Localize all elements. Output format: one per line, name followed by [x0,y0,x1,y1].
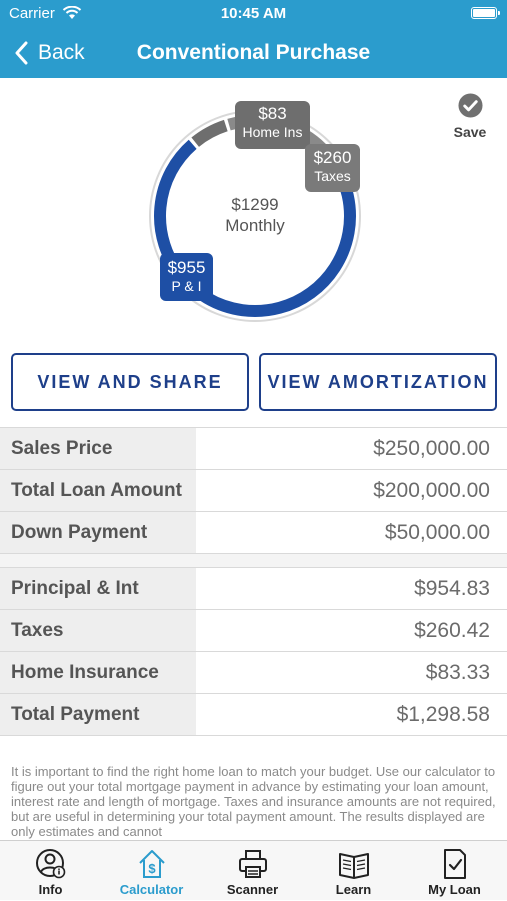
taxes-bubble-value: $260 [313,148,352,167]
view-and-share-button[interactable]: VIEW AND SHARE [11,353,249,411]
pi-bubble: $955 P & I [160,253,213,301]
back-button[interactable]: Back [14,38,85,68]
monthly-total-value: $1299 [231,195,279,214]
tab-calculator[interactable]: $ Calculator [101,841,202,901]
home-ins-bubble: $83 Home Ins [235,101,310,149]
row-label: Down Payment [0,512,196,553]
row-label: Sales Price [0,428,196,469]
table-row: Total Loan Amount $200,000.00 [0,470,507,512]
checkmark-circle-icon [457,93,483,118]
printer-icon [238,850,267,878]
table-row: Total Payment $1,298.58 [0,694,507,736]
tab-bar: Info $ Calculator Scanner Lea [0,840,507,900]
header: Carrier 10:45 AM Back Conventional Purch… [0,0,507,78]
row-value: $1,298.58 [396,702,490,726]
section-divider [0,554,507,567]
row-value: $50,000.00 [384,520,490,544]
document-check-icon [443,849,466,879]
info-user-icon [35,849,65,879]
view-amortization-button[interactable]: VIEW AMORTIZATION [259,353,497,411]
tab-my-loan[interactable]: My Loan [404,841,505,901]
payment-breakdown-table: Principal & Int $954.83 Taxes $260.42 Ho… [0,567,507,736]
taxes-bubble: $260 Taxes [305,144,360,192]
tab-learn[interactable]: Learn [303,841,404,901]
row-label: Principal & Int [0,568,196,609]
home-ins-bubble-value: $83 [258,104,287,123]
tab-scanner[interactable]: Scanner [202,841,303,901]
row-value: $260.42 [414,618,490,642]
tab-label: Calculator [119,882,184,897]
tab-label: Learn [335,882,372,897]
table-row: Down Payment $50,000.00 [0,512,507,554]
clock: 10:45 AM [220,5,287,22]
row-label: Total Loan Amount [0,470,196,511]
row-value: $250,000.00 [373,436,490,460]
loan-summary-table: Sales Price $250,000.00 Total Loan Amoun… [0,427,507,554]
disclaimer-text: It is important to find the right home l… [11,764,496,839]
save-label: Save [453,124,487,140]
row-value: $83.33 [425,660,490,684]
table-row: Sales Price $250,000.00 [0,428,507,470]
payment-chart: $1299 Monthly $83 Home Ins $260 Taxes $9… [130,96,380,326]
table-row: Taxes $260.42 [0,610,507,652]
table-row: Principal & Int $954.83 [0,568,507,610]
chart-slice-p-i [154,139,356,317]
back-label: Back [38,41,85,64]
calculator-house-icon: $ [138,850,165,878]
carrier-label: Carrier [9,5,55,22]
chart-slice-home-ins [191,119,228,147]
chart-center-label: $1299 Monthly [205,194,305,236]
pi-bubble-value: $955 [167,258,206,277]
row-label: Taxes [0,610,196,651]
status-bar: Carrier 10:45 AM [0,0,507,28]
wifi-icon [62,6,82,19]
monthly-label: Monthly [225,216,285,235]
book-icon [338,853,369,879]
table-row: Home Insurance $83.33 [0,652,507,694]
page-title: Conventional Purchase [136,41,371,64]
save-button[interactable]: Save [448,93,492,140]
battery-icon [471,7,500,19]
pi-bubble-label: P & I [171,278,202,294]
svg-text:$: $ [148,861,156,876]
row-value: $200,000.00 [373,478,490,502]
tab-label: Info [38,882,63,897]
chevron-left-icon [15,41,28,65]
tab-label: My Loan [428,882,481,897]
row-value: $954.83 [414,576,490,600]
tab-info[interactable]: Info [0,841,101,901]
row-label: Total Payment [0,694,196,735]
taxes-bubble-label: Taxes [314,168,351,184]
tab-label: Scanner [226,882,279,897]
row-label: Home Insurance [0,652,196,693]
home-ins-bubble-label: Home Ins [242,124,303,140]
